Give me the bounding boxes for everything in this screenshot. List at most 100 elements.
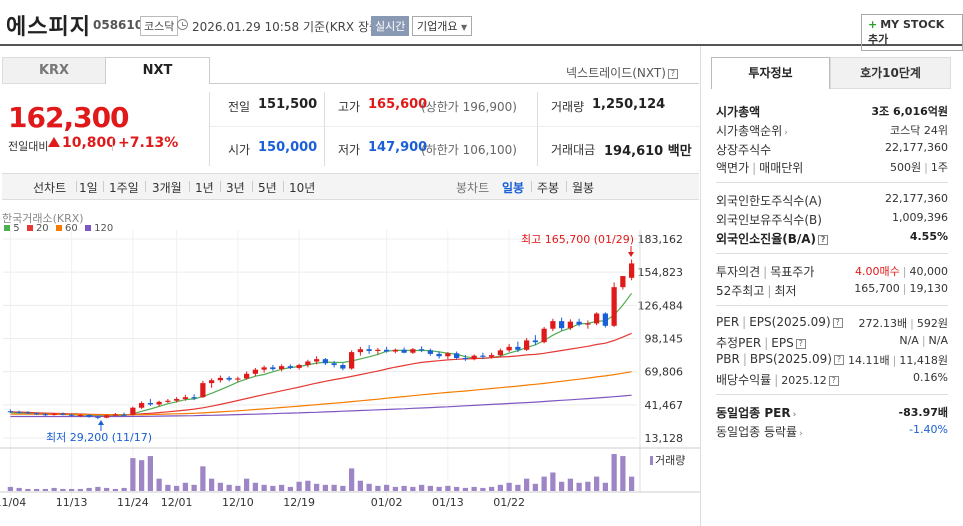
ma20-line	[10, 332, 632, 416]
candle-body	[235, 378, 241, 380]
x-tick-label: 01/13	[432, 496, 464, 509]
par-row: 액면가 | 매매단위 500원 | 1주	[716, 161, 948, 175]
ma5-swatch	[4, 225, 10, 231]
week52-row: 52주최고 | 최저 165,700 | 19,130	[716, 282, 948, 298]
divider	[252, 181, 253, 192]
est-per-row: 추정PER | EPS? N/A | N/A	[716, 334, 948, 350]
realtime-badge[interactable]: 실시간	[371, 16, 410, 36]
volume-bar	[629, 476, 635, 491]
y-tick-label: 41,467	[645, 399, 684, 412]
high-value: 165,600	[368, 97, 428, 112]
lower-limit: (하한가 106,100)	[421, 143, 517, 157]
period-1w[interactable]: 1주일	[109, 181, 139, 195]
volume-bar	[217, 482, 223, 491]
chart-source-label: 한국거래소(KRX)	[2, 212, 84, 225]
candle-body	[620, 276, 626, 288]
divider	[145, 181, 146, 192]
tab-orderbook-10[interactable]: 호가10단계	[830, 57, 951, 89]
volume-bar	[235, 485, 241, 491]
line-chart-label[interactable]: 선차트	[33, 181, 67, 195]
market-cap-row: 시가총액 3조 6,016억원	[716, 105, 948, 119]
nextrade-link[interactable]: 넥스트레이드(NXT)?	[566, 64, 678, 81]
candle-body	[401, 349, 407, 353]
company-overview-dropdown[interactable]: 기업개요 ▼	[412, 16, 473, 36]
period-daily[interactable]: 일봉	[502, 181, 525, 195]
tab-krx[interactable]: KRX	[2, 57, 106, 84]
x-tick-label: 11/04	[0, 496, 26, 509]
volume-bar	[60, 488, 66, 491]
volume-bar	[200, 466, 206, 491]
high-label: 고가	[338, 100, 361, 114]
volume-bar	[541, 476, 547, 491]
period-weekly[interactable]: 주봉	[537, 181, 560, 195]
help-icon[interactable]: ?	[667, 68, 678, 79]
candle-body	[86, 414, 92, 417]
volume-bar	[602, 482, 608, 491]
divider	[76, 181, 77, 192]
volume-bar	[462, 487, 468, 491]
period-1d[interactable]: 1일	[79, 181, 98, 195]
volume-bar	[34, 488, 40, 491]
ma60-swatch	[55, 225, 62, 231]
volume-bar	[550, 472, 556, 491]
help-icon[interactable]: ?	[795, 338, 806, 349]
x-tick-label: 12/10	[222, 496, 254, 509]
volume-bar	[524, 478, 530, 491]
current-price: 162,300	[8, 101, 130, 134]
help-icon[interactable]: ?	[828, 375, 839, 386]
candle-body	[147, 403, 153, 405]
candle-body	[60, 413, 66, 415]
volume-bar	[480, 487, 486, 491]
volume-bar	[252, 482, 258, 491]
period-monthly[interactable]: 월봉	[572, 181, 595, 195]
candle-body	[454, 353, 460, 358]
volume-bar	[340, 485, 346, 491]
candle-body	[331, 363, 337, 366]
low-value: 147,900	[368, 140, 428, 155]
candle-body	[506, 346, 512, 351]
volume-bar	[121, 487, 127, 491]
help-icon[interactable]: ?	[833, 354, 844, 365]
volume-bar	[401, 485, 407, 491]
y-tick-label: 126,484	[638, 299, 684, 312]
volume-bar	[270, 485, 276, 491]
tab-nxt[interactable]: NXT	[105, 57, 210, 84]
tab-invest-info[interactable]: 투자정보	[711, 57, 830, 89]
volume-bar	[357, 480, 363, 491]
volume-bar	[392, 486, 398, 491]
period-3m[interactable]: 3개월	[152, 181, 182, 195]
plus-icon: +	[868, 18, 878, 31]
period-3y[interactable]: 3년	[226, 181, 245, 195]
candle-body	[252, 369, 258, 374]
market-cap-rank-row[interactable]: 시가총액순위 › 코스닥 24위	[716, 124, 948, 138]
sector-rate-row[interactable]: 동일업종 등락률 › -1.40%	[716, 423, 948, 439]
divider	[210, 126, 700, 127]
candle-chart-label[interactable]: 봉차트	[456, 181, 490, 195]
x-tick-label: 12/01	[161, 496, 193, 509]
candle-body	[497, 350, 503, 356]
period-10y[interactable]: 10년	[289, 181, 316, 195]
stock-code: 058610	[93, 18, 144, 32]
sector-per-row[interactable]: 동일업종 PER › -83.97배	[716, 406, 948, 420]
volume-bar	[156, 478, 162, 491]
volume-bar	[506, 482, 512, 491]
amount-value: 194,610 백만	[604, 144, 692, 159]
period-1y[interactable]: 1년	[195, 181, 214, 195]
volume-bar	[454, 486, 460, 491]
price-chart[interactable]: 183,162 154,823 126,484 98,145 69,806 41,467 1…	[0, 200, 700, 526]
foreign-limit-row: 외국인한도주식수(A) 22,177,360	[716, 192, 948, 208]
volume-bar	[174, 485, 180, 491]
help-icon[interactable]: ?	[832, 317, 843, 328]
help-icon[interactable]: ?	[818, 234, 829, 245]
add-mystock-button[interactable]: + MY STOCK 추가	[861, 14, 963, 51]
panel-divider	[700, 46, 701, 526]
candle-body	[296, 365, 302, 368]
candle-body	[594, 313, 600, 324]
ma120-line	[10, 394, 632, 418]
candle-body	[576, 321, 582, 325]
volume-bar	[261, 484, 267, 491]
volume-bar	[16, 487, 22, 491]
candle-body	[226, 377, 232, 380]
period-5y[interactable]: 5년	[258, 181, 277, 195]
change-label: 전일대비	[8, 140, 49, 153]
